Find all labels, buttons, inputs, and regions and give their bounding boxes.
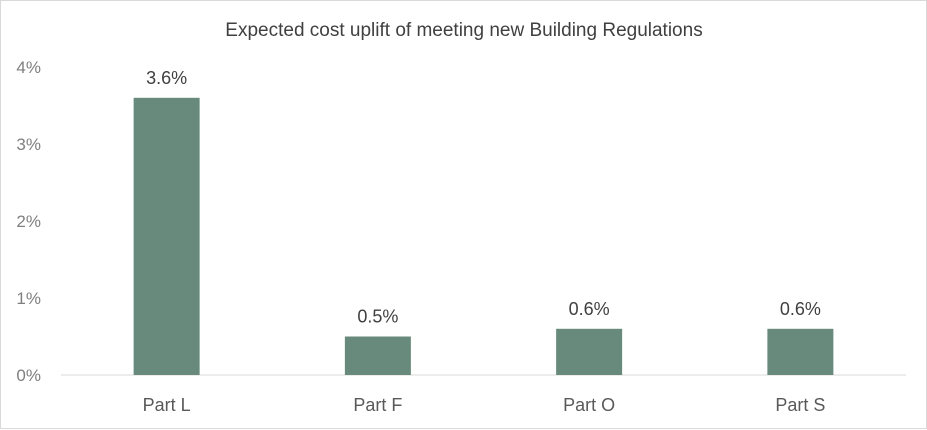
x-axis-labels: Part L Part F Part O Part S — [143, 395, 826, 415]
y-tick-label: 2% — [16, 212, 41, 231]
data-label: 3.6% — [146, 68, 187, 88]
bar-part-l — [133, 97, 200, 376]
y-tick-label: 1% — [16, 289, 41, 308]
x-tick-label: Part S — [775, 395, 825, 415]
bar-part-o — [556, 328, 623, 375]
y-tick-label: 0% — [16, 366, 41, 385]
data-label: 0.6% — [569, 299, 610, 319]
y-axis-ticks: 0% 1% 2% 3% 4% — [16, 58, 41, 385]
x-tick-label: Part L — [143, 395, 191, 415]
bars — [133, 97, 834, 376]
x-tick-label: Part O — [563, 395, 615, 415]
bar-part-f — [344, 336, 411, 375]
chart-title: Expected cost uplift of meeting new Buil… — [225, 20, 702, 41]
data-labels: 3.6% 0.5% 0.6% 0.6% — [146, 68, 821, 327]
y-tick-label: 4% — [16, 58, 41, 77]
x-tick-label: Part F — [353, 395, 402, 415]
y-tick-label: 3% — [16, 135, 41, 154]
data-label: 0.6% — [780, 299, 821, 319]
data-label: 0.5% — [357, 307, 398, 327]
bar-part-s — [767, 328, 834, 375]
